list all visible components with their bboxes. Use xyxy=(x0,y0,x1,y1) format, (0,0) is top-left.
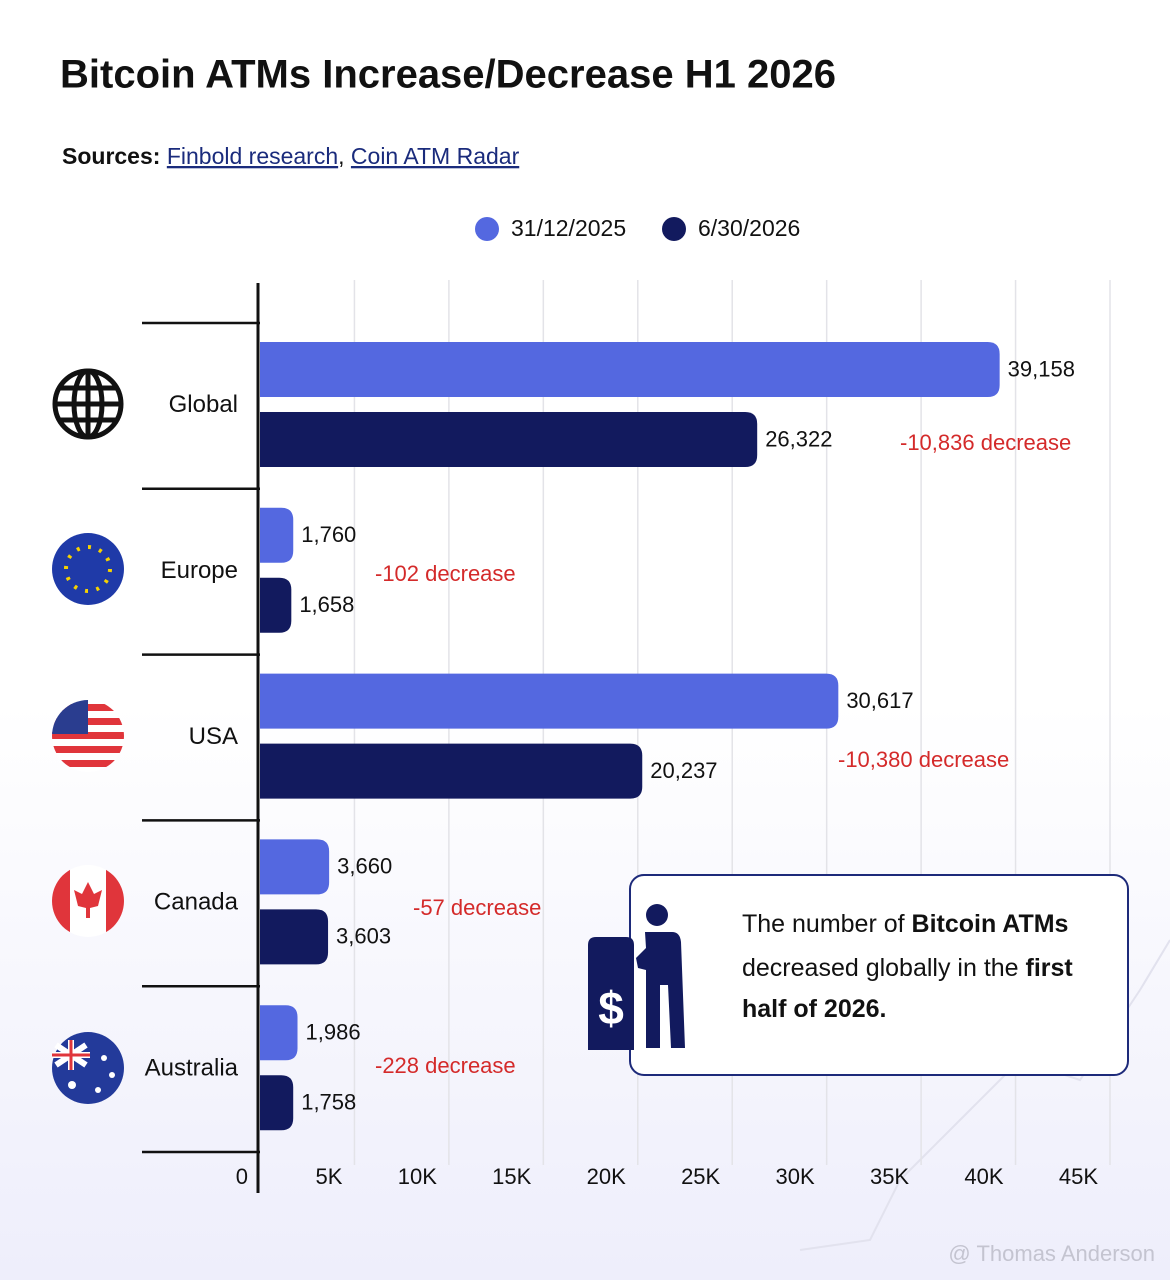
callout-text: decreased globally in the xyxy=(742,954,1026,982)
value-label: 20,237 xyxy=(650,758,717,783)
source-link[interactable]: Coin ATM Radar xyxy=(351,143,520,169)
watermark: @ Thomas Anderson xyxy=(948,1241,1155,1266)
value-label: 1,986 xyxy=(306,1020,361,1045)
category-label: Global xyxy=(169,391,238,418)
legend-label: 6/30/2026 xyxy=(698,215,800,241)
bar xyxy=(260,412,758,467)
bar xyxy=(260,1005,298,1061)
decor-line xyxy=(799,939,1170,1251)
x-tick-label: 15K xyxy=(492,1164,531,1189)
x-tick-label: 5K xyxy=(316,1164,343,1189)
legend-swatch xyxy=(662,217,686,241)
value-label: 1,658 xyxy=(299,592,354,617)
annotation: -57 decrease xyxy=(413,895,541,920)
canada-flag xyxy=(52,865,124,937)
australia-flag xyxy=(52,1032,124,1104)
category-label: Australia xyxy=(145,1054,239,1081)
chart-title: Bitcoin ATMs Increase/Decrease H1 2026 xyxy=(60,53,836,97)
sources-separator: , xyxy=(338,143,344,169)
x-tick-label: 45K xyxy=(1059,1164,1098,1189)
callout-line: half of 2026. xyxy=(742,995,887,1023)
callout-bold: half of 2026. xyxy=(742,995,887,1023)
category-label: Canada xyxy=(154,889,239,916)
globe-icon xyxy=(52,368,124,440)
value-label: 39,158 xyxy=(1008,356,1075,381)
source-link[interactable]: Finbold research xyxy=(167,143,338,169)
plot: 0 5K 10K 15K 20K 25K 30K 35K 40K 45K 31/12/2025 6/3… xyxy=(142,215,1111,1193)
dollar-sign: $ xyxy=(598,982,624,1034)
annotation: -10,380 decrease xyxy=(838,747,1009,772)
value-label: 3,603 xyxy=(336,924,391,949)
value-label: 26,322 xyxy=(765,426,832,451)
x-tick-label: 0 xyxy=(236,1164,248,1189)
atm-icon: $ xyxy=(588,904,685,1050)
annotation: -10,836 decrease xyxy=(900,430,1071,455)
category-label: Europe xyxy=(161,557,238,584)
us-flag xyxy=(52,700,124,772)
bar xyxy=(260,1075,294,1131)
callout: $ The number of Bitcoin ATMs decreased g… xyxy=(588,874,1129,1076)
annotation: -102 decrease xyxy=(375,561,516,586)
value-label: 1,758 xyxy=(301,1090,356,1115)
bar xyxy=(260,507,294,563)
callout-line: decreased globally in the first xyxy=(742,954,1073,982)
bar xyxy=(260,909,329,965)
bar xyxy=(260,673,839,729)
legend-swatch xyxy=(475,217,499,241)
callout-bold: Bitcoin ATMs xyxy=(912,910,1069,938)
x-tick-label: 20K xyxy=(587,1164,626,1189)
callout-bold: first xyxy=(1026,954,1074,982)
value-label: 1,760 xyxy=(301,522,356,547)
callout-text: The number of xyxy=(742,910,912,938)
x-tick-label: 25K xyxy=(681,1164,720,1189)
x-tick-label: 30K xyxy=(776,1164,815,1189)
sources-label: Sources: xyxy=(62,143,160,169)
category-icons xyxy=(52,368,124,1104)
category-label: USA xyxy=(189,723,238,750)
x-tick-label: 40K xyxy=(964,1164,1003,1189)
callout-line: The number of Bitcoin ATMs xyxy=(742,910,1068,938)
x-tick-label: 35K xyxy=(870,1164,909,1189)
annotation: -228 decrease xyxy=(375,1053,516,1078)
sources: Sources: Finbold research, Coin ATM Rada… xyxy=(62,143,520,169)
bar xyxy=(260,743,643,799)
legend-label: 31/12/2025 xyxy=(511,215,626,241)
x-tick-label: 10K xyxy=(398,1164,437,1189)
value-label: 30,617 xyxy=(846,688,913,713)
bar xyxy=(260,839,330,895)
bar xyxy=(260,342,1000,397)
value-label: 3,660 xyxy=(337,854,392,879)
eu-flag xyxy=(52,533,124,605)
bar xyxy=(260,577,292,633)
